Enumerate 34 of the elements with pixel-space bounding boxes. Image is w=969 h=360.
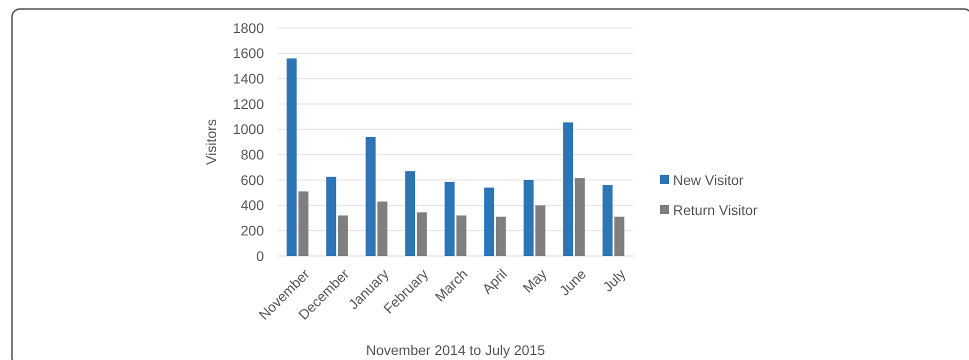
y-axis-title: Visitors [203,119,219,165]
y-tick-label: 1000 [232,121,264,138]
bar [574,178,585,256]
x-tick-label: May [520,266,550,296]
x-axis-title: November 2014 to July 2015 [366,342,546,358]
legend-label: New Visitor [673,172,744,188]
bar [535,205,546,256]
bar [444,182,455,256]
y-tick-label: 800 [240,146,264,163]
bar [614,216,624,256]
bar [326,176,336,256]
y-tick-label: 200 [240,222,264,239]
bar [602,185,613,256]
bar [484,188,494,256]
y-tick-label: 1800 [232,20,264,36]
y-tick-label: 0 [256,248,264,264]
bar [286,58,297,256]
bar [456,215,466,256]
bar [496,216,506,256]
bar [416,212,427,256]
bar [366,136,376,256]
bar [298,191,308,256]
bar [524,180,534,256]
y-tick-label: 600 [240,172,264,188]
y-tick-label: 400 [240,197,264,214]
x-tick-label: July [600,266,629,295]
bar [377,202,388,256]
y-tick-label: 1400 [232,70,264,87]
bar [563,122,574,256]
y-tick-label: 1200 [232,96,264,112]
legend-label: Return Visitor [673,202,758,218]
bar [405,171,416,256]
y-tick-label: 1600 [232,45,264,62]
bar [338,215,348,256]
